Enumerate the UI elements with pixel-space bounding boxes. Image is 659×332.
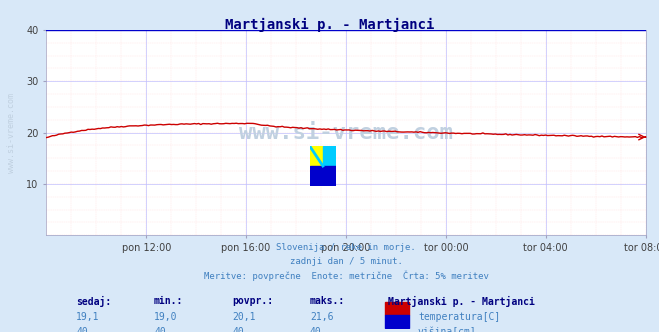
- Text: Martjanski p. - Martjanci: Martjanski p. - Martjanci: [225, 18, 434, 33]
- Text: temperatura[C]: temperatura[C]: [418, 312, 500, 322]
- Text: www.si-vreme.com: www.si-vreme.com: [7, 93, 16, 173]
- Bar: [323, 146, 336, 166]
- Text: www.si-vreme.com: www.si-vreme.com: [239, 123, 453, 142]
- Text: zadnji dan / 5 minut.: zadnji dan / 5 minut.: [289, 257, 403, 266]
- Text: 40: 40: [310, 327, 322, 332]
- Text: Martjanski p. - Martjanci: Martjanski p. - Martjanci: [388, 296, 535, 307]
- FancyBboxPatch shape: [385, 301, 409, 315]
- Text: 40: 40: [76, 327, 88, 332]
- Text: povpr.:: povpr.:: [232, 296, 273, 306]
- Text: Slovenija / reke in morje.: Slovenija / reke in morje.: [276, 243, 416, 252]
- Text: 19,0: 19,0: [154, 312, 177, 322]
- Text: 40: 40: [232, 327, 244, 332]
- Text: Meritve: povprečne  Enote: metrične  Črta: 5% meritev: Meritve: povprečne Enote: metrične Črta:…: [204, 271, 488, 281]
- Text: 20,1: 20,1: [232, 312, 256, 322]
- Bar: [310, 146, 323, 166]
- Text: 19,1: 19,1: [76, 312, 100, 322]
- Text: sedaj:: sedaj:: [76, 296, 111, 307]
- Text: 40: 40: [154, 327, 166, 332]
- Text: min.:: min.:: [154, 296, 183, 306]
- Text: višina[cm]: višina[cm]: [418, 327, 476, 332]
- Bar: [310, 166, 336, 186]
- FancyBboxPatch shape: [385, 315, 409, 328]
- Text: maks.:: maks.:: [310, 296, 345, 306]
- Text: 21,6: 21,6: [310, 312, 333, 322]
